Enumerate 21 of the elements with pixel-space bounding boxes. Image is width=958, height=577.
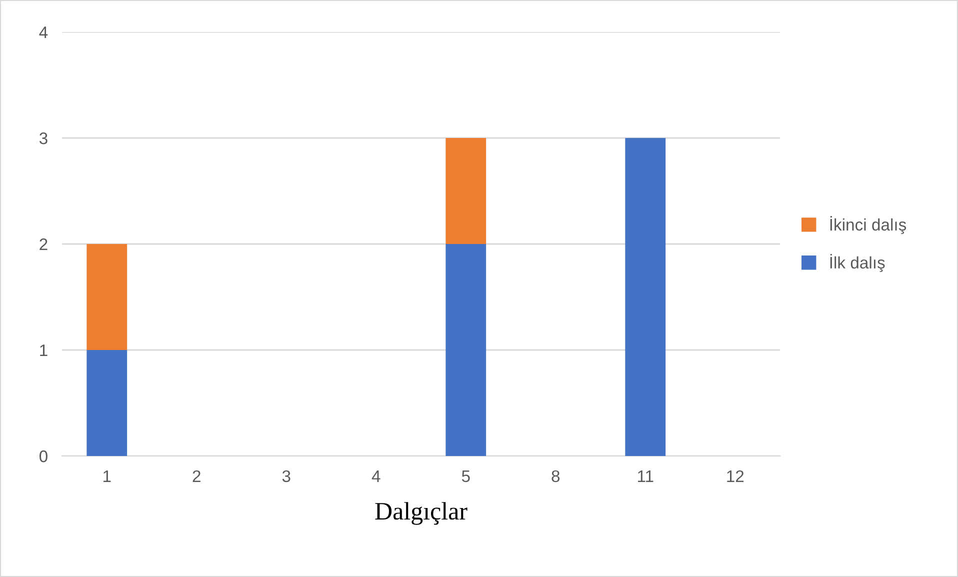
bar — [625, 138, 666, 456]
x-tick-label: 12 — [727, 470, 744, 482]
y-tick-label: 2 — [40, 238, 48, 250]
x-tick-label: 2 — [192, 470, 200, 482]
legend-label: İlk dalış — [830, 254, 885, 272]
x-tick-label: 1 — [104, 470, 111, 482]
y-tick-label: 3 — [39, 132, 48, 144]
x-tick-label: 4 — [372, 470, 380, 482]
x-axis-title: Dalgıçlar — [375, 502, 468, 525]
x-tick-label: 5 — [462, 470, 470, 482]
x-tick-label: 8 — [552, 470, 560, 482]
y-tick-label: 0 — [39, 450, 48, 462]
bar — [446, 138, 486, 244]
y-tick-label: 1 — [40, 344, 48, 356]
x-tick-label: 11 — [638, 470, 654, 482]
y-tick-label: 4 — [39, 26, 48, 38]
bar — [446, 244, 486, 456]
legend-label: İkinci dalış — [830, 216, 906, 234]
bar — [86, 244, 128, 350]
x-tick-label: 3 — [282, 470, 290, 482]
bar — [86, 350, 128, 456]
